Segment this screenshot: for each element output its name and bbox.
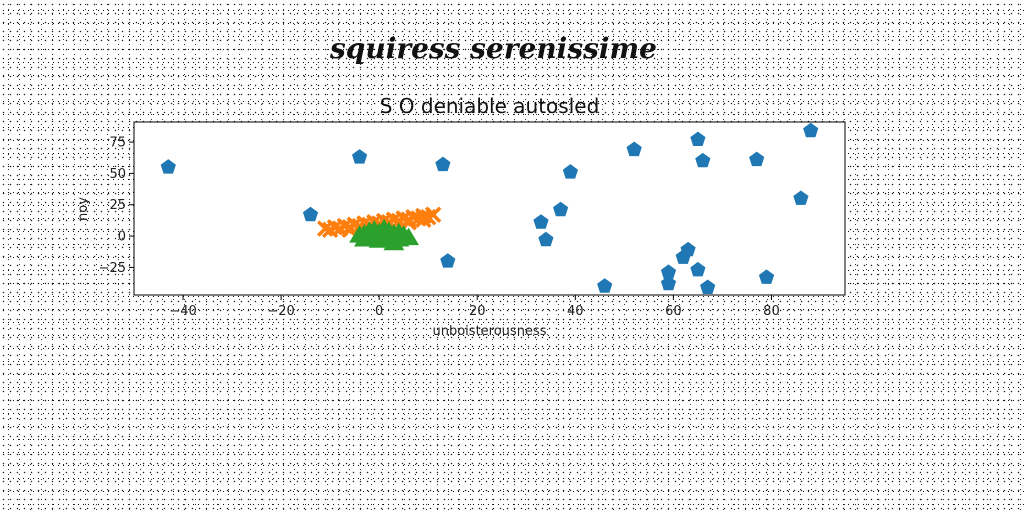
pentagon-point (533, 214, 549, 229)
pentagon-point (680, 241, 696, 257)
pentagon-point (793, 190, 809, 205)
pentagon-point (660, 275, 677, 291)
pentagon-point (700, 279, 716, 294)
x-tick-label: −40 (169, 304, 196, 319)
y-tick-label: −25 (99, 261, 126, 276)
pentagon-point (597, 278, 613, 293)
y-tick-label: 75 (109, 136, 126, 151)
pentagon-point (803, 122, 819, 138)
pentagon-point (352, 149, 368, 164)
x-tick-label: 80 (763, 304, 780, 319)
pentagon-point (660, 264, 677, 279)
y-tick-label: 50 (109, 167, 126, 182)
y-axis-label: noy (76, 197, 91, 221)
x-tick-label: 60 (665, 304, 682, 319)
pentagon-point (749, 151, 765, 167)
triangle-point (354, 223, 375, 242)
x-tick-label: 20 (469, 304, 486, 319)
x-point (415, 211, 432, 229)
figure-suptitle: squiress serenissime (330, 32, 657, 65)
x-axis-label: unboisterousness (433, 324, 547, 339)
pentagon-point (302, 206, 319, 222)
pentagon-point (695, 152, 711, 168)
pentagon-point (553, 201, 569, 217)
pentagon-point (690, 261, 706, 277)
pentagon-point (538, 231, 554, 247)
x-point (424, 206, 442, 224)
pentagon-point (626, 141, 642, 157)
pentagon-point (562, 164, 578, 179)
x-tick-label: 0 (375, 304, 383, 319)
plot-area (133, 121, 846, 296)
pentagon-point (758, 269, 775, 284)
pentagon-point (435, 156, 451, 172)
x-tick-label: 40 (567, 304, 584, 319)
triangle-point (398, 227, 420, 246)
axis-ticks: −40 −20 0 20 40 60 80 −25 0 25 50 75 (99, 136, 780, 319)
pentagon-point (690, 131, 706, 146)
pentagon-point (440, 253, 456, 268)
y-tick-label: 25 (109, 198, 126, 213)
pentagon-point (160, 159, 176, 174)
data-marks (160, 122, 819, 294)
x-tick-label: −20 (267, 304, 294, 319)
y-tick-label: 0 (118, 230, 126, 245)
chart-title: S O deniable autosled (380, 94, 600, 118)
